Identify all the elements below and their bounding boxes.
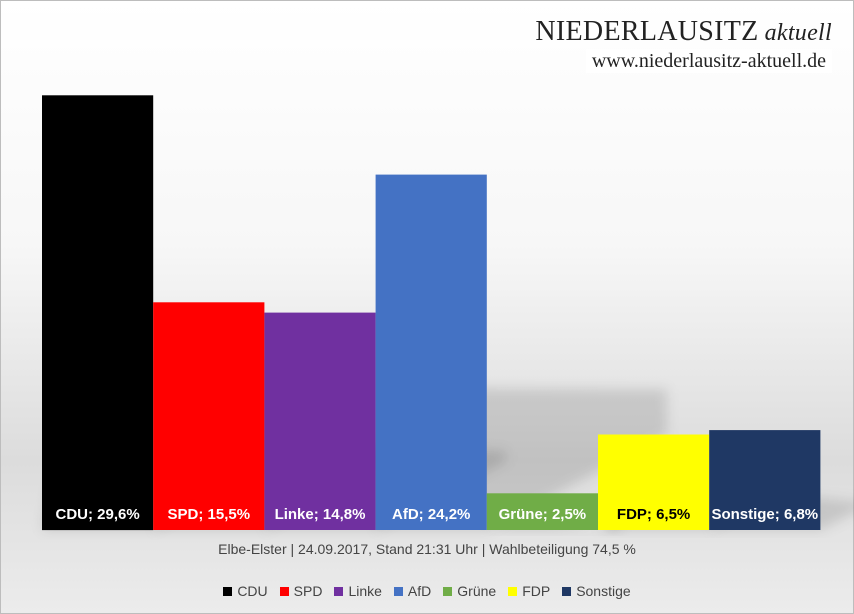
bar-cdu [42, 95, 154, 531]
brand-suffix: aktuell [764, 20, 832, 46]
bars-group [42, 95, 821, 531]
data-label-fdp: FDP; 6,5% [617, 506, 690, 523]
data-label-linke: Linke; 14,8% [275, 506, 366, 523]
legend-label: SPD [293, 583, 323, 599]
bar-chart: CDU; 29,6% SPD; 15,5% Linke; 14,8% AfD; 24,… [42, 95, 854, 533]
data-label-sonstige: Sonstige; 6,8% [711, 506, 818, 523]
data-label-cdu: CDU; 29,6% [55, 506, 139, 523]
legend-swatch [393, 586, 403, 596]
legend-swatch [279, 586, 289, 596]
legend-item-gr-ne: Grüne [443, 583, 496, 599]
data-label-afd: AfD; 24,2% [392, 506, 470, 523]
bar-afd [375, 174, 487, 530]
bar-fdp [598, 434, 710, 530]
legend-label: FDP [522, 583, 551, 599]
bar-gr-ne [486, 493, 598, 530]
legend-label: CDU [237, 583, 268, 599]
bar-sonstige [709, 430, 821, 530]
legend-item-linke: Linke [334, 583, 382, 599]
brand-logo: NIEDERLAUSITZ aktuell www.niederlausitz-a… [535, 16, 832, 73]
legend-label: AfD [407, 583, 432, 599]
data-label-gr-ne: Grüne; 2,5% [499, 506, 587, 523]
legend-item-fdp: FDP [508, 583, 550, 599]
brand-title: NIEDERLAUSITZ aktuell [535, 16, 832, 49]
data-label-spd: SPD; 15,5% [168, 506, 251, 523]
labels-group: CDU; 29,6% SPD; 15,5% Linke; 14,8% AfD; 24,… [55, 506, 818, 523]
legend-item-cdu: CDU [223, 583, 268, 599]
brand-name: NIEDERLAUSITZ [535, 16, 759, 47]
legend-label: Grüne [457, 583, 497, 599]
legend-item-afd: AfD [393, 583, 432, 599]
legend-swatch [443, 586, 453, 596]
bar-spd [153, 302, 265, 530]
legend-item-sonstige: Sonstige [562, 583, 631, 599]
legend-label: Linke [348, 583, 382, 599]
legend-swatch [334, 586, 344, 596]
legend-swatch [223, 586, 233, 596]
legend-swatch [508, 586, 518, 596]
chart-caption: Elbe-Elster | 24.09.2017, Stand 21:31 Uh… [218, 541, 636, 557]
legend-label: Sonstige [576, 583, 631, 599]
legend-item-spd: SPD [279, 583, 323, 599]
chart-legend: CDU SPD Linke AfD Grüne FDP Sonstige [0, 583, 854, 599]
brand-url: www.niederlausitz-aktuell.de [585, 49, 832, 73]
bar-linke [264, 312, 376, 530]
legend-swatch [562, 586, 572, 596]
